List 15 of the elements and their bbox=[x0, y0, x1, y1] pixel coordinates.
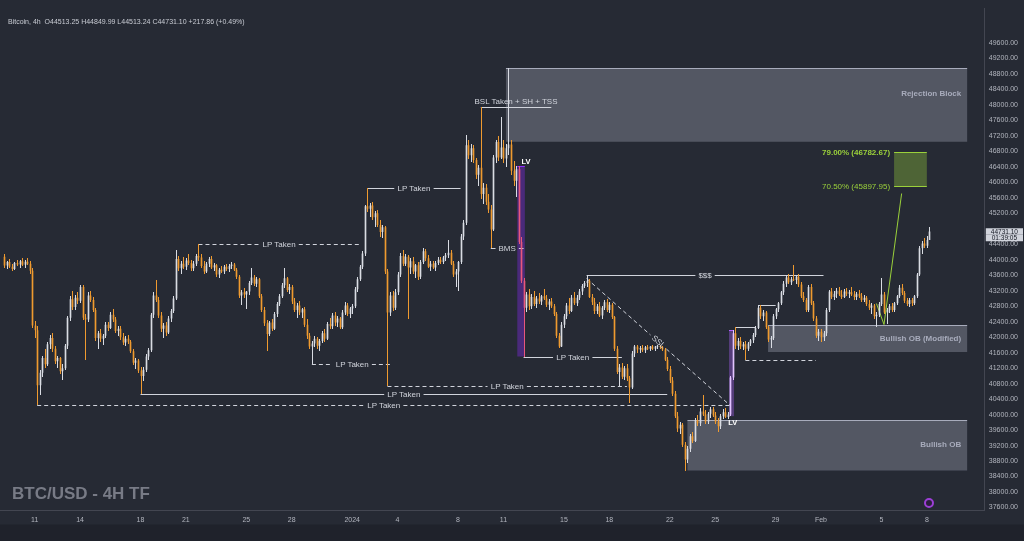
series-label: BMS bbox=[498, 243, 516, 253]
text: Bullish OB bbox=[920, 440, 962, 450]
series-label: LP Taken bbox=[262, 239, 296, 249]
series-label: LP Taken bbox=[556, 352, 590, 362]
series-label: 79.00% (46782.67) bbox=[822, 147, 891, 157]
text: Rejection Block bbox=[901, 89, 962, 99]
series-label: LP Taken bbox=[387, 389, 421, 399]
series-label: LP Taken bbox=[335, 359, 369, 369]
series-label: LP Taken bbox=[397, 183, 431, 193]
series-label: $$$ bbox=[698, 270, 713, 280]
series-label: LP Taken bbox=[490, 381, 524, 391]
text: BTC/USD - 4H TF bbox=[12, 483, 150, 503]
series-label: 70.50% (45897.95) bbox=[822, 181, 891, 191]
series-label: LP Taken bbox=[367, 400, 401, 410]
series-label: Bullish OB (Modified) bbox=[879, 333, 962, 343]
